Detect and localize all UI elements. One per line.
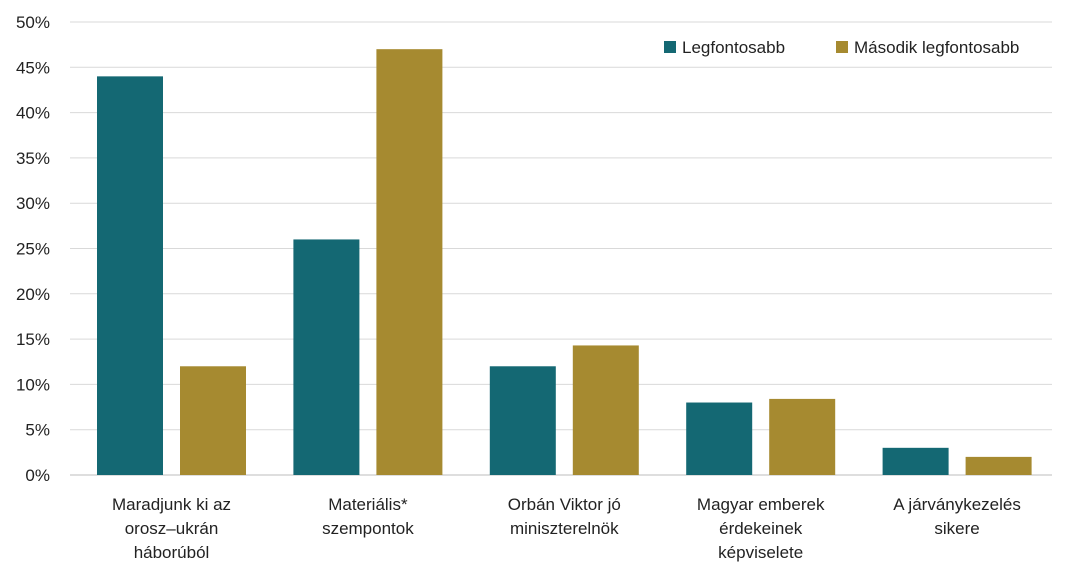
y-tick-label: 50% <box>16 13 50 32</box>
y-axis: 0% 5% 10% 15% 20% 25% 30% 35% 40% 45% 50% <box>16 13 50 485</box>
y-tick-label: 40% <box>16 104 50 123</box>
bar-masodik-legfontosabb <box>965 456 1032 475</box>
bar-masodik-legfontosabb <box>180 366 246 475</box>
y-tick-label: 10% <box>16 375 50 394</box>
category-label: orosz–ukrán <box>125 519 219 538</box>
category-label: képviselete <box>718 543 803 562</box>
y-tick-label: 45% <box>16 58 50 77</box>
bar-legfontosabb <box>489 366 556 475</box>
category-label: háborúból <box>134 543 210 562</box>
y-tick-label: 30% <box>16 194 50 213</box>
category-label: Materiális* <box>328 495 408 514</box>
category-label: Magyar emberek <box>697 495 825 514</box>
category-label: szempontok <box>322 519 414 538</box>
y-tick-label: 15% <box>16 330 50 349</box>
bars <box>97 49 1032 476</box>
category-label: miniszterelnök <box>510 519 619 538</box>
category-label: Maradjunk ki az <box>112 495 231 514</box>
y-tick-label: 25% <box>16 240 50 259</box>
bar-legfontosabb <box>97 76 163 476</box>
y-tick-label: 0% <box>25 466 50 485</box>
bar-masodik-legfontosabb <box>769 398 836 475</box>
bar-legfontosabb <box>293 239 360 475</box>
bar-legfontosabb <box>686 402 753 475</box>
legend-swatch <box>836 41 848 53</box>
category-label: érdekeinek <box>719 519 803 538</box>
legend-label: Legfontosabb <box>682 38 785 57</box>
category-label: Orbán Viktor jó <box>508 495 621 514</box>
legend-swatch <box>664 41 676 53</box>
bar-masodik-legfontosabb <box>376 49 443 476</box>
category-label: sikere <box>934 519 979 538</box>
legend: Legfontosabb Második legfontosabb <box>664 38 1019 57</box>
x-axis: Maradjunk ki az orosz–ukrán háborúból Mater… <box>112 495 1021 562</box>
y-tick-label: 5% <box>25 421 50 440</box>
y-tick-label: 35% <box>16 149 50 168</box>
legend-label: Második legfontosabb <box>854 38 1019 57</box>
y-tick-label: 20% <box>16 285 50 304</box>
category-label: A járványkezelés <box>893 495 1021 514</box>
bar-masodik-legfontosabb <box>572 345 639 475</box>
bar-legfontosabb <box>882 447 949 475</box>
